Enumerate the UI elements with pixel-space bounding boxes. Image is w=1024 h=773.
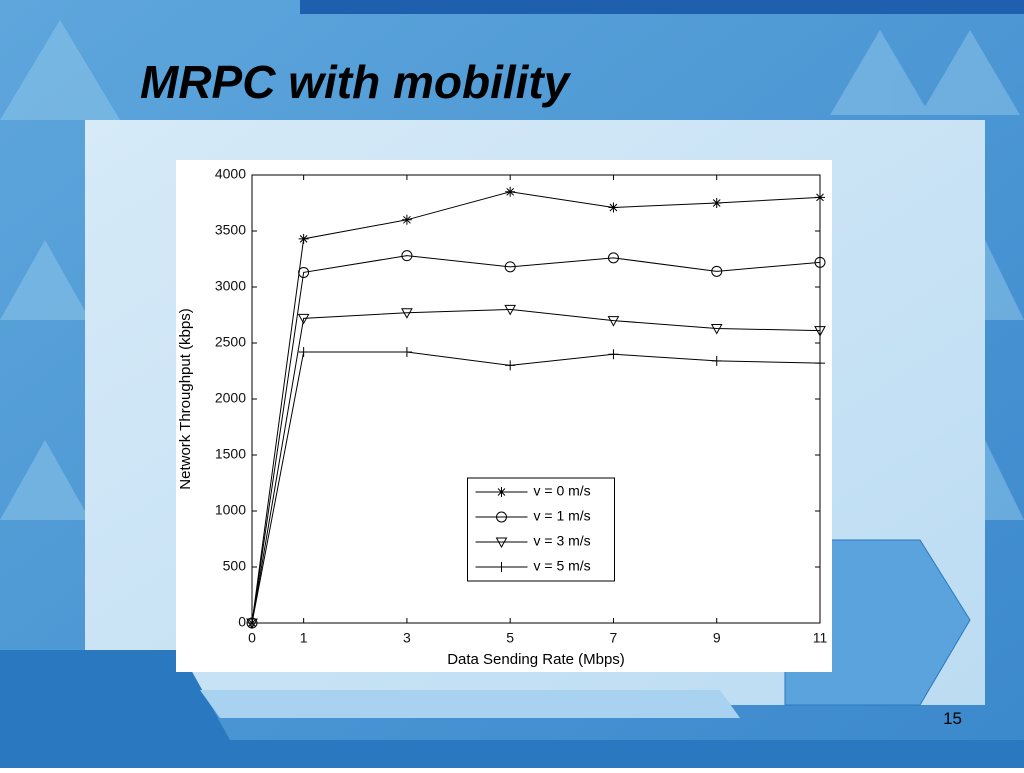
slide-title: MRPC with mobility bbox=[140, 56, 572, 108]
x-tick-label: 11 bbox=[813, 630, 828, 646]
marker bbox=[608, 202, 619, 213]
y-tick-label: 1000 bbox=[215, 502, 246, 518]
marker bbox=[711, 355, 722, 366]
marker bbox=[298, 266, 310, 278]
y-tick-label: 500 bbox=[223, 558, 247, 574]
marker bbox=[298, 346, 309, 357]
marker bbox=[247, 618, 257, 628]
series-line bbox=[251, 308, 821, 624]
marker bbox=[711, 198, 722, 208]
marker bbox=[496, 487, 507, 497]
y-axis-label: Network Throughput (kbps) bbox=[177, 308, 194, 489]
chart-area bbox=[176, 160, 832, 672]
legend-label: v = 3 m/s bbox=[534, 533, 591, 549]
marker bbox=[504, 304, 517, 316]
marker bbox=[496, 511, 507, 523]
marker bbox=[607, 316, 620, 327]
marker bbox=[401, 308, 413, 319]
x-tick-label: 9 bbox=[713, 630, 721, 646]
marker bbox=[297, 313, 310, 325]
marker bbox=[607, 252, 619, 264]
y-tick-label: 4000 bbox=[215, 166, 246, 182]
marker bbox=[496, 562, 507, 572]
y-tick-label: 3500 bbox=[215, 222, 246, 238]
x-axis-label: Data Sending Rate (Mbps) bbox=[447, 651, 625, 668]
y-tick-label: 3000 bbox=[215, 278, 246, 294]
x-tick-label: 7 bbox=[610, 630, 618, 646]
marker bbox=[401, 214, 412, 225]
bottom-stripe bbox=[200, 690, 740, 718]
y-tick-label: 2500 bbox=[215, 334, 246, 350]
x-tick-label: 3 bbox=[403, 630, 411, 646]
marker bbox=[495, 537, 508, 549]
marker bbox=[608, 349, 619, 360]
marker bbox=[505, 186, 516, 197]
page-number: 15 bbox=[943, 709, 962, 728]
marker bbox=[815, 358, 825, 369]
x-tick-label: 0 bbox=[248, 630, 256, 646]
y-tick-label: 1500 bbox=[215, 446, 246, 462]
marker bbox=[401, 346, 412, 357]
top-band bbox=[300, 0, 1024, 14]
x-tick-label: 1 bbox=[300, 630, 308, 646]
x-tick-label: 5 bbox=[506, 630, 514, 646]
chart: 0 500 1000 1500 2000 2500 3000 3500 4000 0 1 3 5 7 9 11… bbox=[177, 166, 827, 668]
marker bbox=[401, 250, 413, 262]
legend-box bbox=[467, 477, 615, 582]
marker bbox=[710, 323, 723, 335]
legend-label: v = 0 m/s bbox=[534, 483, 591, 499]
bottom-band bbox=[0, 650, 1024, 768]
marker bbox=[814, 256, 826, 268]
y-tick-label: 2000 bbox=[215, 390, 246, 406]
marker bbox=[815, 192, 825, 203]
y-tick-label: 0 bbox=[238, 614, 246, 630]
legend-label: v = 5 m/s bbox=[534, 558, 591, 574]
marker bbox=[711, 265, 723, 277]
marker bbox=[298, 233, 309, 244]
marker bbox=[505, 360, 516, 371]
marker bbox=[504, 261, 516, 273]
marker bbox=[814, 326, 826, 337]
legend-label: v = 1 m/s bbox=[534, 508, 591, 524]
series-line bbox=[251, 255, 821, 624]
